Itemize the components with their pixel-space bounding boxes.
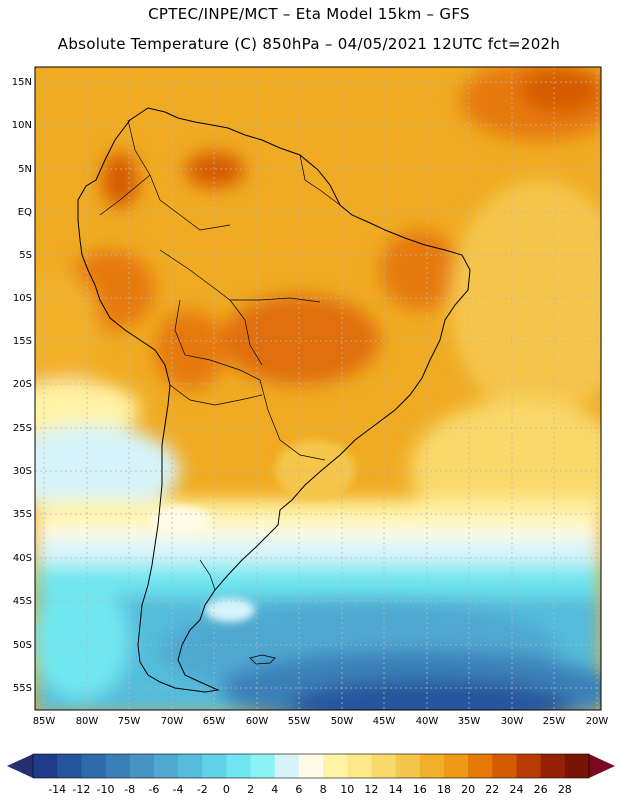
lat-label: 25S — [12, 423, 32, 434]
colorbar-label: 26 — [533, 783, 548, 796]
colorbar-swatch — [274, 754, 300, 778]
lon-label: 20W — [585, 716, 609, 727]
lat-label: 10N — [11, 120, 32, 131]
lat-label: 15N — [11, 77, 32, 88]
colorbar-label: -8 — [124, 783, 136, 796]
colorbar-swatch — [516, 754, 542, 778]
lon-label: 25W — [542, 716, 566, 727]
colorbar-swatch — [395, 754, 421, 778]
colorbar-label: -10 — [96, 783, 115, 796]
colorbar-swatch — [492, 754, 517, 778]
lat-label: 5N — [18, 164, 32, 175]
colorbar-label: 20 — [461, 783, 476, 796]
lat-label: 55S — [12, 683, 32, 694]
lat-label: 10S — [12, 293, 32, 304]
lon-label: 35W — [457, 716, 481, 727]
lon-label: 85W — [32, 716, 56, 727]
lon-label: 50W — [330, 716, 354, 727]
colorbar-swatch — [202, 754, 227, 778]
colorbar-label: 28 — [557, 783, 572, 796]
grid — [35, 67, 601, 710]
lon-label: 55W — [287, 716, 311, 727]
colorbar-label: -14 — [48, 783, 67, 796]
country-borders — [99, 119, 341, 591]
lon-label: 65W — [202, 716, 226, 727]
lon-label: 45W — [372, 716, 396, 727]
lat-label: 20S — [12, 379, 32, 390]
colorbar-swatch — [419, 754, 445, 778]
colorbar-swatch — [178, 754, 203, 778]
colorbar-swatch — [226, 754, 252, 778]
lon-label: 70W — [160, 716, 184, 727]
colorbar-label: -4 — [172, 783, 184, 796]
colorbar-label: 0 — [222, 783, 230, 796]
colorbar-label: -2 — [196, 783, 208, 796]
colorbar-label: 18 — [436, 783, 451, 796]
lat-label: 5S — [19, 250, 32, 261]
colorbar-swatch — [153, 754, 179, 778]
colorbar-frame — [32, 753, 590, 779]
colorbar-swatch — [468, 754, 493, 778]
colorbar-swatch — [129, 754, 155, 778]
lat-label: 45S — [12, 596, 32, 607]
temperature-field — [35, 67, 601, 710]
colorbar-label: 8 — [319, 783, 327, 796]
colorbar-swatch — [250, 754, 276, 778]
colorbar-label: 16 — [412, 783, 427, 796]
colorbar-label: 14 — [388, 783, 403, 796]
colorbar-label: 4 — [271, 783, 279, 796]
colorbar-swatch — [371, 754, 397, 778]
colorbar-label: 12 — [364, 783, 379, 796]
chart-title: CPTEC/INPE/MCT – Eta Model 15km – GFS — [148, 5, 470, 23]
map-frame — [34, 66, 602, 711]
colorbar-swatch — [105, 754, 131, 778]
colorbar-swatch — [298, 754, 324, 778]
colorbar-swatch — [443, 754, 469, 778]
lon-label: 40W — [415, 716, 439, 727]
lon-label: 80W — [75, 716, 99, 727]
colorbar-label: 6 — [295, 783, 303, 796]
lat-label: 40S — [12, 553, 32, 564]
lat-label: 15S — [12, 336, 32, 347]
lat-label: EQ — [17, 207, 32, 218]
south-america-coastline — [77, 107, 471, 693]
colorbar-swatch — [57, 754, 82, 778]
colorbar-label: -6 — [148, 783, 160, 796]
colorbar-label: 22 — [485, 783, 500, 796]
lat-label: 30S — [12, 466, 32, 477]
colorbar-swatch — [540, 754, 566, 778]
falklands-island — [249, 654, 276, 665]
lat-label: 50S — [12, 640, 32, 651]
colorbar-swatch — [564, 754, 590, 778]
colorbar-swatch — [347, 754, 372, 778]
chart-subtitle: Absolute Temperature (C) 850hPa – 04/05/… — [57, 35, 561, 53]
lon-label: 30W — [500, 716, 524, 727]
colorbar-under-arrow — [7, 754, 33, 778]
colorbar-swatch — [33, 754, 58, 778]
colorbar-over-arrow — [589, 754, 615, 778]
colorbar-swatch — [323, 754, 348, 778]
colorbar-label: 2 — [247, 783, 255, 796]
colorbar — [7, 753, 615, 779]
colorbar-label: 24 — [509, 783, 524, 796]
lon-label: 60W — [245, 716, 269, 727]
lat-label: 35S — [12, 509, 32, 520]
colorbar-swatch — [81, 754, 107, 778]
lon-label: 75W — [117, 716, 141, 727]
colorbar-label: -12 — [72, 783, 91, 796]
colorbar-label: 10 — [340, 783, 355, 796]
